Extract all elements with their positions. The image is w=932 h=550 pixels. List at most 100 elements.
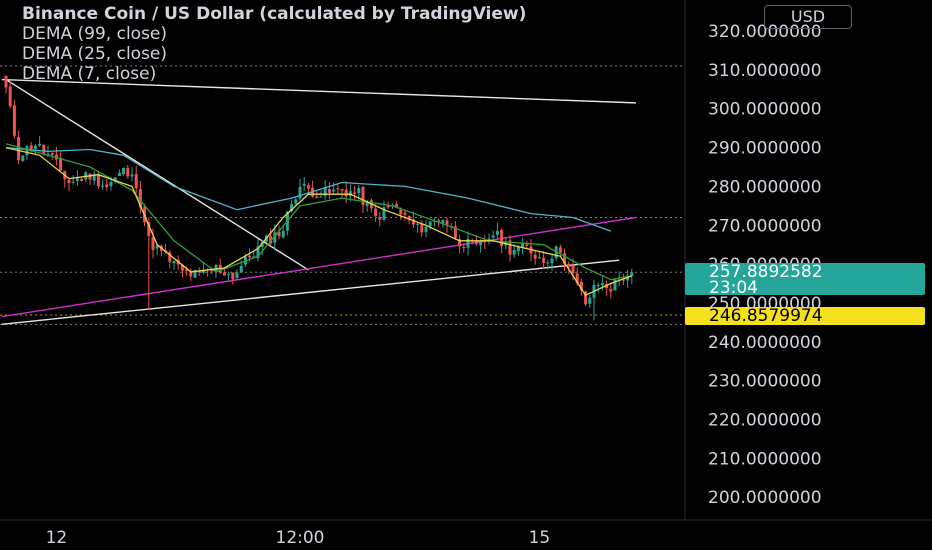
currency-button[interactable]: USD: [764, 5, 852, 29]
candle-body: [584, 291, 588, 305]
candle-body: [579, 281, 583, 291]
candle-body: [365, 201, 369, 206]
trendline-line: [5, 78, 309, 271]
candle-body: [378, 217, 382, 220]
candle-body: [319, 196, 323, 198]
candle-body: [327, 189, 331, 193]
candle-body: [445, 220, 449, 225]
dema-line-1: [5, 143, 632, 281]
candle-body: [613, 279, 617, 291]
candle-body: [117, 172, 121, 176]
candle-body: [273, 232, 277, 243]
candle-body: [516, 246, 520, 252]
candle-body: [420, 223, 424, 233]
candle-body: [248, 255, 252, 258]
candle-body: [193, 269, 197, 278]
candle-body: [600, 282, 604, 286]
candle-body: [336, 188, 340, 190]
candle-body: [101, 185, 105, 187]
candle-body: [542, 257, 546, 263]
candle-body: [332, 189, 336, 192]
price-tick-label: 310.0000000: [708, 61, 822, 81]
price-tick-label: 230.0000000: [708, 372, 822, 392]
candle-body: [508, 240, 512, 255]
candle-body: [222, 272, 226, 276]
candle-body: [130, 174, 134, 177]
price-tick-label: 290.0000000: [708, 139, 822, 159]
candle-body: [155, 245, 159, 249]
candle-body: [424, 226, 428, 233]
candle-body: [315, 196, 319, 198]
indicator-dema-25[interactable]: DEMA (25, close): [22, 44, 168, 64]
candle-body: [323, 187, 327, 196]
trendline-line: [1, 259, 620, 326]
candle-body: [575, 273, 579, 284]
candle-body: [67, 180, 71, 184]
price-tick-label: 280.0000000: [708, 177, 822, 197]
trend-drawings: [1, 78, 637, 326]
candle-body: [340, 188, 344, 191]
candle-body: [92, 174, 96, 181]
channel-line: [1, 216, 637, 318]
candle-body: [294, 199, 298, 204]
candle-body: [428, 221, 432, 226]
candle-body: [474, 241, 478, 245]
dema-line-0: [5, 146, 612, 232]
candle-body: [96, 174, 100, 187]
last-price-value: 257.8892582: [709, 262, 823, 282]
candle-body: [458, 239, 462, 247]
candle-body: [75, 178, 79, 181]
dema-lines: [5, 143, 633, 297]
candle-body: [466, 238, 470, 248]
candle-body: [214, 264, 218, 271]
time-tick-label: 12:00: [276, 528, 325, 548]
candle-body: [453, 226, 457, 239]
trendline-line: [1, 78, 637, 104]
candle-body: [256, 246, 260, 258]
candle-body: [374, 208, 378, 216]
candle-body: [395, 204, 399, 208]
price-axis[interactable]: 320.0000000 310.0000000 300.0000000 290.000…: [708, 22, 822, 508]
time-axis[interactable]: 12 12:00 15: [46, 528, 551, 548]
dema-line-2: [5, 146, 633, 297]
candle-body: [411, 219, 415, 225]
candle-body: [231, 272, 235, 280]
candle-body: [382, 207, 386, 220]
candle-body: [386, 205, 390, 208]
candle-body: [361, 186, 365, 206]
candle-body: [210, 270, 214, 272]
candle-body: [306, 185, 310, 189]
time-tick-label: 15: [529, 528, 551, 548]
candle-body: [302, 183, 306, 186]
candle-body: [25, 146, 29, 156]
candle-body: [239, 265, 243, 273]
candle-body: [168, 252, 172, 262]
candle-body: [109, 182, 113, 187]
indicator-dema-99[interactable]: DEMA (99, close): [22, 24, 168, 44]
candle-body: [596, 284, 600, 286]
candle-body: [80, 179, 84, 181]
candle-body: [122, 167, 126, 175]
indicator-dema-7[interactable]: DEMA (7, close): [22, 64, 157, 84]
chart-legend: Binance Coin / US Dollar (calculated by …: [22, 4, 684, 84]
candle-body: [21, 155, 25, 162]
candle-body: [491, 235, 495, 238]
candle-body: [298, 186, 302, 199]
candle-body: [290, 203, 294, 212]
candle-body: [33, 145, 37, 150]
candle-body: [462, 247, 466, 249]
candle-body: [407, 216, 411, 221]
bar-countdown: 23:04: [709, 278, 758, 298]
candle-body: [550, 258, 554, 264]
candle-body: [558, 247, 562, 253]
candle-body: [571, 265, 575, 274]
candle-body: [113, 177, 117, 182]
candle-body: [588, 297, 592, 304]
price-tick-label: 300.0000000: [708, 100, 822, 120]
candle-body: [479, 240, 483, 246]
candle-body: [533, 254, 537, 259]
symbol-title[interactable]: Binance Coin / US Dollar (calculated by …: [22, 4, 527, 24]
candle-body: [8, 86, 12, 107]
candle-body: [546, 262, 550, 264]
